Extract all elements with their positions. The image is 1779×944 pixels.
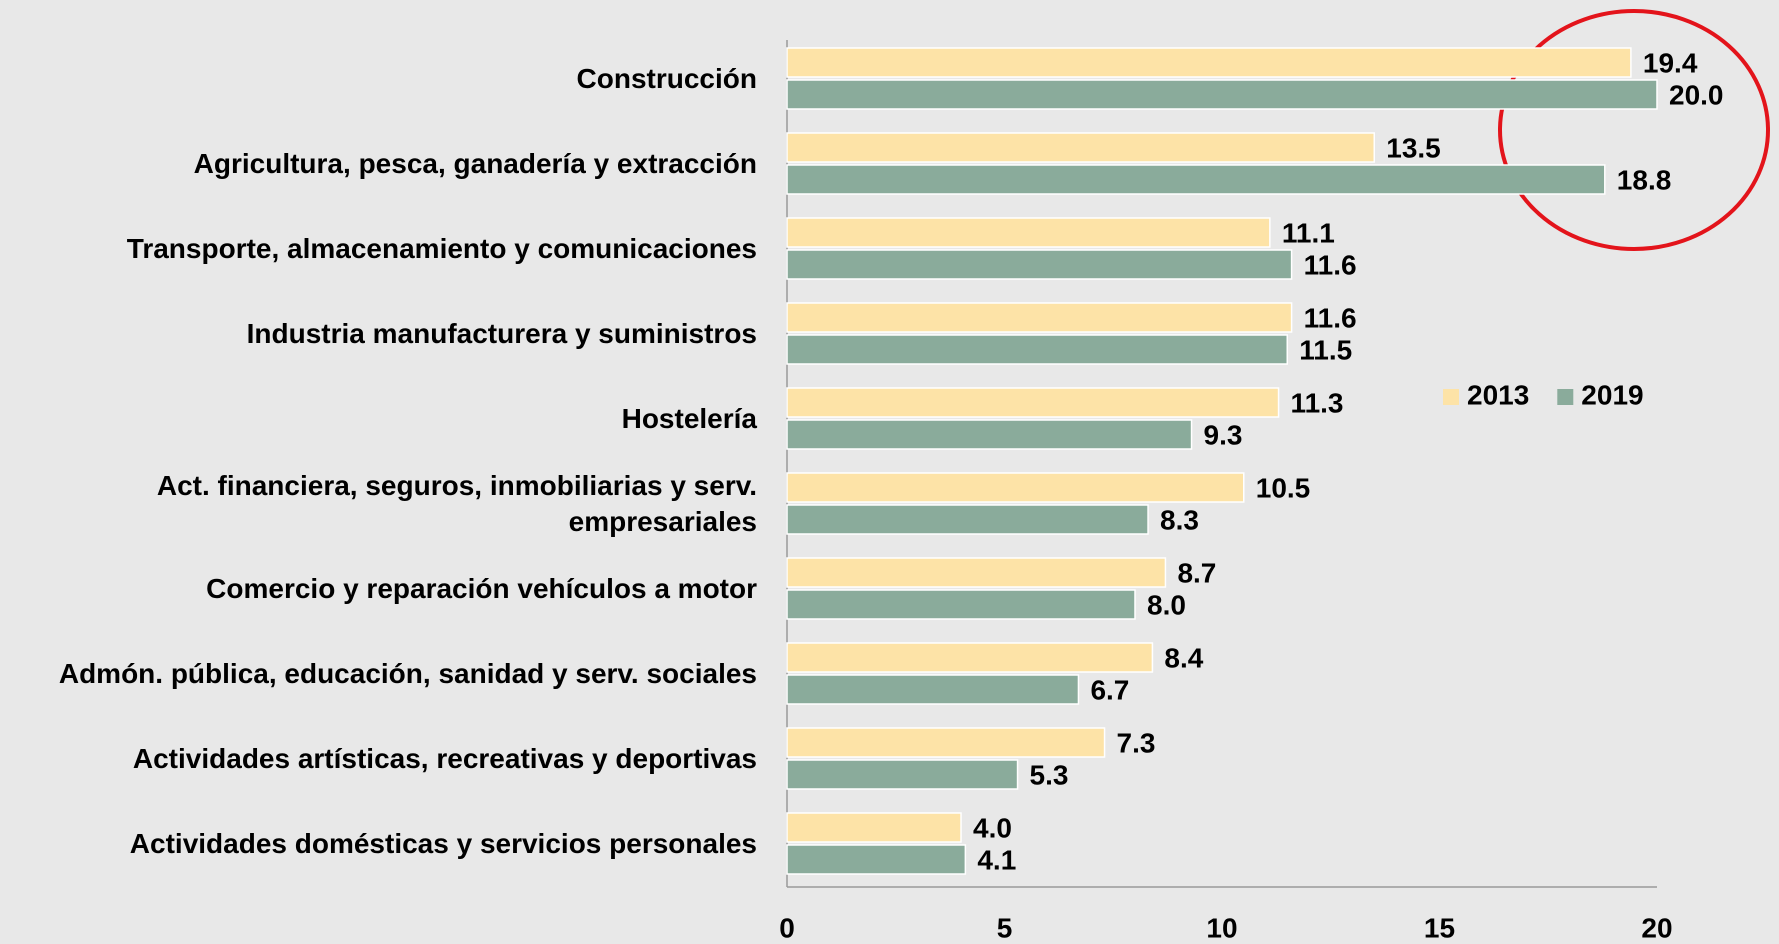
category-label: Act. financiera, seguros, inmobiliarias …	[156, 470, 757, 537]
bar	[786, 472, 1245, 503]
bar	[786, 419, 1193, 450]
bar	[786, 79, 1658, 110]
value-label: 11.5	[1299, 334, 1352, 365]
value-label: 9.3	[1204, 419, 1243, 450]
value-label: 6.7	[1090, 674, 1129, 705]
value-label: 8.3	[1160, 504, 1199, 535]
x-tick-label: 15	[1424, 912, 1455, 943]
value-label: 4.0	[973, 812, 1012, 843]
bar	[786, 812, 962, 843]
value-label: 10.5	[1256, 472, 1311, 503]
value-label: 8.4	[1164, 642, 1203, 673]
category-label: Transporte, almacenamiento y comunicacio…	[126, 233, 757, 264]
x-tick-label: 5	[997, 912, 1013, 943]
bar	[786, 844, 967, 875]
value-label: 11.6	[1304, 249, 1357, 280]
bar	[786, 504, 1149, 535]
category-label: Hostelería	[621, 403, 757, 434]
bar	[786, 47, 1632, 78]
bar	[786, 387, 1280, 418]
bar	[786, 132, 1375, 163]
legend-label: 2019	[1581, 379, 1643, 410]
category-label: Industria manufacturera y suministros	[246, 318, 757, 349]
legend-label: 2013	[1467, 379, 1529, 410]
bar	[786, 302, 1293, 333]
legend-swatch	[1443, 389, 1459, 405]
value-label: 4.1	[977, 844, 1016, 875]
x-tick-label: 0	[779, 912, 795, 943]
value-label: 5.3	[1030, 759, 1069, 790]
bar	[786, 589, 1136, 620]
category-label: Admón. pública, educación, sanidad y ser…	[58, 658, 757, 689]
bar	[786, 759, 1019, 790]
bar	[786, 727, 1106, 758]
value-label: 20.0	[1669, 79, 1724, 110]
bar	[786, 334, 1288, 365]
x-tick-label: 10	[1206, 912, 1237, 943]
value-label: 11.3	[1291, 387, 1344, 418]
value-label: 8.0	[1147, 589, 1186, 620]
value-label: 11.6	[1304, 302, 1357, 333]
x-tick-label: 20	[1641, 912, 1672, 943]
value-label: 18.8	[1617, 164, 1672, 195]
category-label: Agricultura, pesca, ganadería y extracci…	[193, 148, 757, 179]
category-label: Actividades artísticas, recreativas y de…	[132, 743, 757, 774]
value-label: 19.4	[1643, 47, 1698, 78]
bar	[786, 217, 1271, 248]
category-label: Construcción	[576, 63, 757, 94]
category-label: Actividades domésticas y servicios perso…	[129, 828, 757, 859]
category-label: Comercio y reparación vehículos a motor	[206, 573, 757, 604]
bar	[786, 557, 1167, 588]
value-label: 11.1	[1282, 217, 1335, 248]
value-label: 7.3	[1117, 727, 1156, 758]
bar	[786, 249, 1293, 280]
highlight-circle	[1498, 9, 1770, 251]
value-label: 13.5	[1386, 132, 1441, 163]
bar	[786, 164, 1606, 195]
value-label: 8.7	[1177, 557, 1216, 588]
legend-swatch	[1557, 389, 1574, 405]
bar	[786, 674, 1080, 705]
bar	[786, 642, 1154, 673]
